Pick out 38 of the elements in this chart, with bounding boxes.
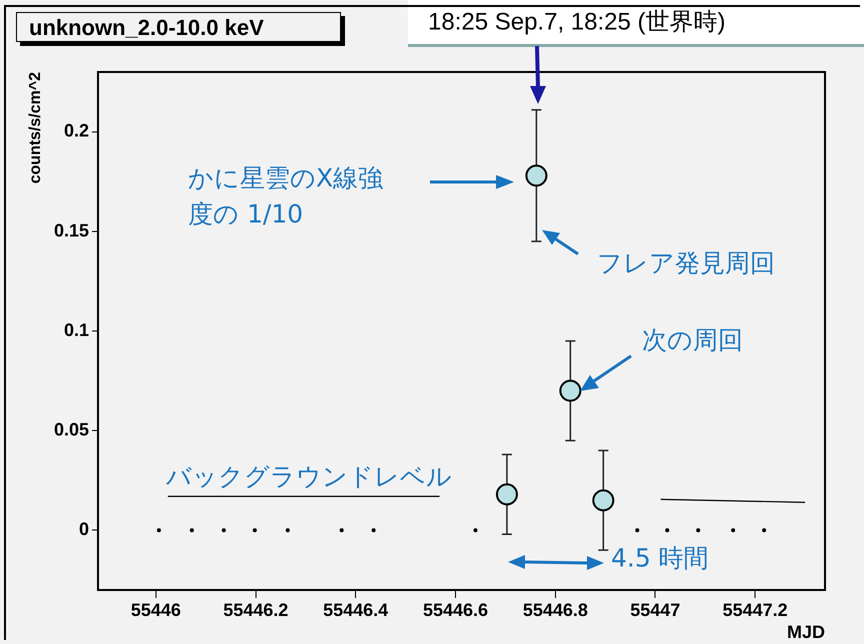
annotation: 次の周回 xyxy=(642,326,743,354)
point xyxy=(496,483,518,506)
x-tick-label: 55446.8 xyxy=(522,600,588,620)
x-tick-label: 55446.2 xyxy=(223,600,288,620)
point xyxy=(525,164,548,187)
point xyxy=(473,528,478,532)
x-tick-label: 55447 xyxy=(630,600,680,620)
y-axis-title: counts/s/cm^2 xyxy=(27,72,44,184)
point xyxy=(696,528,700,532)
x-tick-label: 55447.2 xyxy=(722,600,788,620)
x-axis-title: MJD xyxy=(786,622,825,642)
point xyxy=(635,528,640,532)
y-tick-label: 0.15 xyxy=(54,220,89,240)
point xyxy=(372,528,376,532)
y-tick-label: 0.1 xyxy=(64,320,89,340)
chart-title: unknown_2.0-10.0 keV xyxy=(16,12,341,42)
text: 18:25 Sep.7, 18:25 (世界時) xyxy=(428,8,726,36)
point xyxy=(222,528,226,532)
point xyxy=(762,528,766,532)
point xyxy=(592,489,614,512)
annotation: 4.5 時間 xyxy=(611,544,709,572)
point xyxy=(286,528,290,532)
point xyxy=(252,528,257,532)
point xyxy=(190,528,194,532)
point xyxy=(340,528,344,532)
y-tick-label: 0.2 xyxy=(64,120,89,141)
annotation: かに星雲のX線強度の 1/10 xyxy=(188,164,384,228)
y-tick-label: 0.05 xyxy=(54,420,89,440)
point xyxy=(559,380,582,402)
y-tick-label: 0 xyxy=(78,519,89,540)
x-tick-label: 55446.6 xyxy=(422,600,488,620)
point xyxy=(156,528,161,532)
annotation: バックグラウンドレベル xyxy=(165,462,452,491)
point xyxy=(731,528,736,532)
x-tick-label: 55446.4 xyxy=(323,600,388,620)
point xyxy=(665,528,670,532)
x-tick-label: 55446 xyxy=(130,600,181,620)
annotation: フレア発見周回 xyxy=(597,248,775,278)
